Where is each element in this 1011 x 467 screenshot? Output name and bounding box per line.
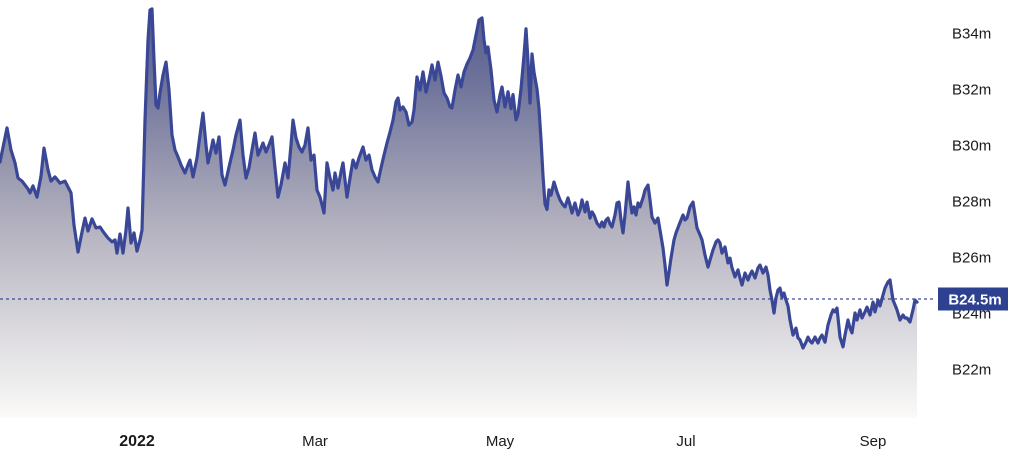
x-tick-label: May <box>486 433 515 450</box>
x-tick-label: Sep <box>860 433 887 450</box>
badge-background <box>938 287 1008 311</box>
y-tick-label: B34m <box>952 26 991 43</box>
y-tick-label: B26m <box>952 250 991 267</box>
current-value-label: B24.5m <box>948 292 1001 309</box>
y-tick-label: B22m <box>952 362 991 379</box>
y-tick-label: B28m <box>952 194 991 211</box>
y-tick-label: B30m <box>952 138 991 155</box>
x-tick-label: Jul <box>676 433 695 450</box>
y-tick-label: B32m <box>952 82 991 99</box>
price-line <box>0 7 919 350</box>
current-value-badge: B24.5m <box>938 287 1008 311</box>
area-fill <box>0 8 917 419</box>
x-tick-label: 2022 <box>119 433 155 450</box>
x-tick-label: Mar <box>302 433 328 450</box>
x-axis-labels: 2022 Mar May Jul Sep <box>119 433 886 450</box>
